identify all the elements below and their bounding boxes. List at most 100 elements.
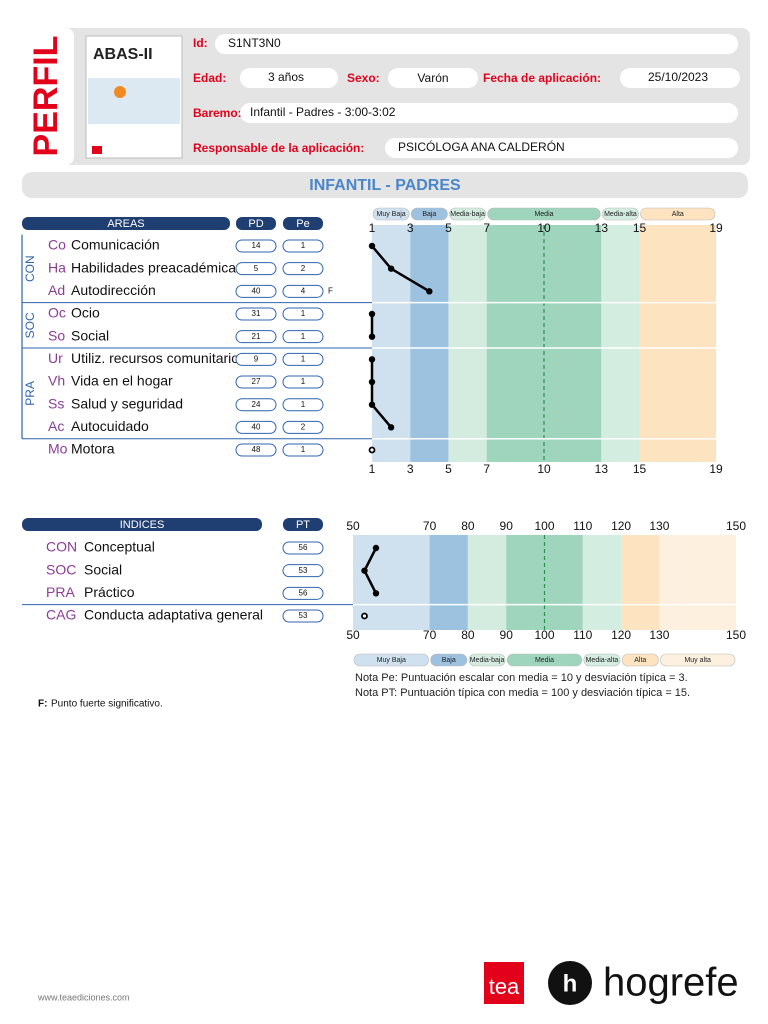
- cover-fish: [114, 86, 126, 98]
- pd-pill: [235, 375, 277, 389]
- responsable-field: [385, 138, 738, 158]
- pd-pill: [235, 352, 277, 366]
- band-legend: [640, 207, 716, 221]
- tick-label: 3: [407, 462, 414, 476]
- baremo-field: [240, 103, 738, 123]
- section-title: INFANTIL - PADRES: [309, 177, 461, 194]
- profile-line: [370, 359, 393, 429]
- band-legend-label: Media: [535, 657, 554, 664]
- row-code: So: [48, 327, 65, 343]
- id-label: Id:: [193, 36, 208, 50]
- note: Nota Pe: Puntuación escalar con media = …: [355, 672, 688, 684]
- footnote-key: F:: [38, 699, 47, 710]
- tick-label: 3: [407, 221, 414, 235]
- band-legend-label: Alta: [672, 211, 684, 218]
- profile-point: [372, 544, 380, 552]
- pd-pill: [235, 284, 277, 298]
- band: [410, 225, 449, 462]
- pe-value: 4: [301, 286, 306, 295]
- sexo-field: [388, 68, 478, 88]
- pt-pill: [282, 564, 324, 578]
- pe-value: 1: [301, 354, 306, 363]
- pt-header: [283, 518, 323, 531]
- row-name: Habilidades preacadémicas: [71, 259, 243, 275]
- tick-label: 10: [537, 462, 551, 476]
- row-code: SOC: [46, 561, 76, 577]
- tick-label: 10: [537, 221, 551, 235]
- tick-label: 110: [573, 628, 592, 642]
- pe-pill: [282, 375, 324, 389]
- pd-pill: [235, 330, 277, 344]
- pd-value: 31: [252, 309, 261, 318]
- pd-value: 27: [252, 377, 261, 386]
- band: [429, 535, 468, 630]
- pe-header: [283, 217, 323, 230]
- tick-label: 5: [445, 221, 452, 235]
- band-legend-label: Baja: [422, 211, 436, 218]
- row-flag: F: [328, 286, 333, 295]
- pt-value: 56: [299, 588, 308, 597]
- band: [448, 225, 487, 462]
- edad-label: Edad:: [193, 71, 226, 85]
- band: [372, 225, 411, 462]
- perfil-strip: [22, 28, 74, 165]
- row-code: CAG: [46, 607, 76, 623]
- pd-value: 40: [252, 422, 261, 431]
- row-code: Vh: [48, 373, 65, 389]
- profile-point: [361, 567, 368, 574]
- tick-label: 13: [595, 462, 609, 476]
- profile-point: [368, 356, 376, 363]
- band-legend-label: Media-baja: [470, 657, 505, 664]
- pd-value: 48: [252, 445, 261, 454]
- tick-label: 5: [445, 462, 452, 476]
- fecha-value: 25/10/2023: [648, 70, 708, 84]
- profile-point: [387, 265, 395, 272]
- row-code: Ur: [48, 350, 63, 366]
- pe-pill: [282, 239, 324, 253]
- band-legend: [621, 653, 659, 667]
- responsable-value: PSICÓLOGA ANA CALDERÓN: [398, 139, 565, 154]
- tick-label: 90: [500, 519, 514, 533]
- profile-point: [387, 424, 395, 431]
- pd-value: 5: [254, 264, 259, 273]
- pe-value: 1: [301, 241, 306, 250]
- tick-label: 7: [483, 462, 490, 476]
- indices-header-label: INDICES: [120, 519, 165, 531]
- pd-pill: [235, 239, 277, 253]
- tick-label: 1: [369, 462, 376, 476]
- note: Nota PT: Puntuación típica con media = 1…: [355, 687, 690, 699]
- tick-label: 80: [461, 628, 475, 642]
- tick-label: 15: [633, 221, 647, 235]
- row-code: Mo: [48, 441, 68, 457]
- band-legend: [449, 207, 486, 221]
- band: [467, 535, 507, 630]
- profile-point: [368, 401, 376, 408]
- row-name: Conceptual: [84, 539, 155, 555]
- band: [601, 225, 640, 462]
- profile-point: [368, 378, 376, 386]
- tick-label: 1: [369, 221, 376, 235]
- tick-label: 110: [573, 519, 592, 533]
- row-code: Oc: [48, 305, 66, 321]
- pe-header-label: Pe: [296, 218, 309, 230]
- tick-label: 70: [423, 628, 437, 642]
- tick-label: 130: [649, 519, 669, 533]
- pe-pill: [282, 262, 324, 276]
- profile-point: [368, 310, 376, 318]
- profile-point: [368, 446, 376, 454]
- pt-pill: [282, 541, 324, 555]
- section-bar: [22, 172, 748, 198]
- row-code: Ac: [48, 418, 64, 434]
- baremo-value: Infantil - Padres - 3:00-3:02: [250, 105, 396, 119]
- tick-label: 15: [633, 462, 647, 476]
- tick-label: 120: [611, 628, 631, 642]
- pd-value: 40: [252, 286, 261, 295]
- tick-label: 90: [500, 628, 514, 642]
- pd-pill: [235, 398, 277, 412]
- band: [621, 535, 660, 630]
- hogrefe-mark-letter: h: [563, 970, 578, 997]
- tea-logo: [484, 962, 524, 1004]
- pe-value: 1: [301, 400, 306, 409]
- perfil-title: PERFIL: [27, 36, 65, 157]
- id-field: [215, 34, 738, 54]
